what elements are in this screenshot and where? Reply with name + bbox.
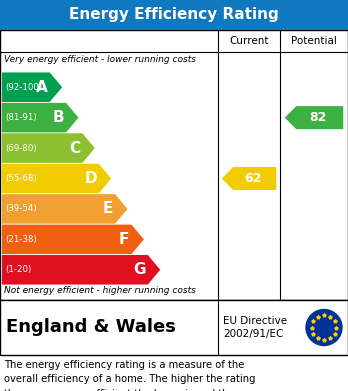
Text: B: B	[53, 110, 64, 125]
Text: England & Wales: England & Wales	[6, 319, 176, 337]
Text: G: G	[133, 262, 146, 277]
Bar	[0, 30, 348, 300]
Text: Potential: Potential	[291, 36, 337, 46]
Polygon shape	[2, 255, 160, 285]
Polygon shape	[2, 133, 95, 163]
Text: A: A	[36, 80, 48, 95]
Text: (1-20): (1-20)	[5, 265, 31, 274]
Text: 82: 82	[309, 111, 327, 124]
Text: (39-54): (39-54)	[5, 204, 37, 213]
Text: F: F	[119, 232, 129, 247]
Polygon shape	[2, 224, 144, 254]
Text: 2002/91/EC: 2002/91/EC	[223, 328, 283, 339]
Polygon shape	[2, 194, 127, 224]
Text: (21-38): (21-38)	[5, 235, 37, 244]
Text: Current: Current	[229, 36, 269, 46]
Text: (92-100): (92-100)	[5, 83, 42, 92]
Text: (81-91): (81-91)	[5, 113, 37, 122]
Bar	[0, 300, 348, 355]
Polygon shape	[285, 106, 343, 129]
Polygon shape	[222, 167, 276, 190]
Text: C: C	[69, 141, 80, 156]
Text: (69-80): (69-80)	[5, 143, 37, 152]
Text: The energy efficiency rating is a measure of the
overall efficiency of a home. T: The energy efficiency rating is a measur…	[4, 360, 255, 391]
Text: Very energy efficient - lower running costs: Very energy efficient - lower running co…	[4, 55, 196, 64]
Polygon shape	[2, 103, 79, 133]
Text: (55-68): (55-68)	[5, 174, 37, 183]
Text: D: D	[84, 171, 97, 186]
Text: 62: 62	[244, 172, 262, 185]
Polygon shape	[2, 164, 111, 193]
Text: Energy Efficiency Rating: Energy Efficiency Rating	[69, 7, 279, 23]
Polygon shape	[2, 72, 62, 102]
Text: EU Directive: EU Directive	[223, 316, 287, 326]
Text: E: E	[103, 201, 113, 217]
Bar	[0, 0, 348, 30]
Text: Not energy efficient - higher running costs: Not energy efficient - higher running co…	[4, 286, 196, 295]
Circle shape	[306, 310, 342, 346]
